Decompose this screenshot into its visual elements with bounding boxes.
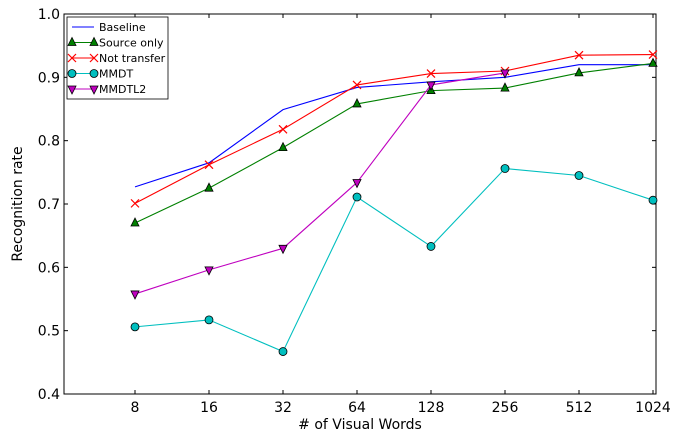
x-tick-label: 128 <box>418 400 445 416</box>
point-circle <box>204 315 214 325</box>
legend-item-baseline: Baseline <box>72 21 146 34</box>
point-triangle-up <box>574 67 584 77</box>
x-axis-label: # of Visual Words <box>298 417 422 432</box>
y-tick-label: 0.7 <box>38 197 60 213</box>
legend-item-not-transfer: Not transfer <box>67 52 166 65</box>
point-triangle-up <box>204 182 214 192</box>
point-triangle-down <box>130 290 140 300</box>
y-tick-label: 1.0 <box>38 7 60 23</box>
series-baseline <box>134 64 653 188</box>
legend-item-mmdt: MMDT <box>67 68 133 81</box>
point-triangle-up <box>352 98 362 108</box>
legend-label: Source only <box>99 37 164 50</box>
legend: Baseline Source only Not transfer MMDT MMDTL… <box>66 16 169 100</box>
point-triangle-up <box>67 36 77 46</box>
point-circle <box>648 195 658 205</box>
series-line-source-only <box>134 62 654 224</box>
y-tick-label: 0.9 <box>38 70 60 86</box>
x-tick-label: 32 <box>274 400 292 416</box>
point-x <box>130 198 140 208</box>
legend-item-source-only: Source only <box>67 36 164 50</box>
point-circle <box>352 192 362 202</box>
series-line-mmdt <box>134 167 654 353</box>
point-circle <box>426 242 436 251</box>
point-triangle-up <box>278 141 288 152</box>
point-x <box>574 50 584 60</box>
point-triangle-down <box>67 85 77 95</box>
legend-label: Not transfer <box>99 52 166 65</box>
x-tick-label: 512 <box>566 400 593 416</box>
series-line-mmdtl2 <box>134 72 506 295</box>
y-tick-label: 0.5 <box>38 324 60 340</box>
point-circle <box>278 347 288 356</box>
series-line-not-transfer <box>134 53 654 204</box>
x-tick-label: 1024 <box>635 400 671 416</box>
legend-label: MMDTL2 <box>99 83 146 96</box>
x-tick-label: 64 <box>348 400 366 416</box>
point-triangle-down <box>278 244 288 255</box>
y-tick-label: 0.6 <box>38 260 60 276</box>
point-triangle-down <box>352 179 362 189</box>
series-line-baseline <box>134 64 653 188</box>
point-circle <box>89 69 99 78</box>
x-tick-label: 256 <box>492 400 519 416</box>
y-axis-label: Recognition rate <box>10 146 26 261</box>
point-x <box>426 69 436 78</box>
point-triangle-up <box>130 217 140 227</box>
series-lines <box>130 50 658 356</box>
point-x <box>648 50 658 59</box>
point-triangle-down <box>204 266 214 276</box>
series-mmdtl2 <box>130 69 510 300</box>
y-tick-label: 0.8 <box>38 134 60 150</box>
point-triangle-up <box>89 36 99 46</box>
point-triangle-down <box>500 69 510 79</box>
point-circle <box>130 322 140 332</box>
point-circle <box>574 171 584 180</box>
point-x <box>67 53 77 63</box>
point-x <box>204 160 214 170</box>
point-circle <box>67 69 77 78</box>
y-tick-label: 0.4 <box>38 387 60 403</box>
x-tick-label: 8 <box>131 400 140 416</box>
point-x <box>89 53 99 63</box>
legend-item-mmdtl2: MMDTL2 <box>67 83 146 96</box>
point-x <box>352 80 362 90</box>
point-triangle-up <box>648 57 658 67</box>
legend-label: Baseline <box>99 21 146 34</box>
series-mmdt <box>130 164 658 356</box>
point-x <box>278 124 288 134</box>
point-triangle-down <box>426 81 436 91</box>
point-triangle-up <box>500 82 510 92</box>
point-triangle-down <box>89 85 99 95</box>
x-tick-label: 16 <box>200 400 218 416</box>
axis-ticks: 8 16 32 64 128 256 512 1024 0.4 0.5 0.6 0.7 0.8 0.9 1.… <box>38 7 671 416</box>
legend-label: MMDT <box>99 68 133 81</box>
point-circle <box>500 164 510 173</box>
